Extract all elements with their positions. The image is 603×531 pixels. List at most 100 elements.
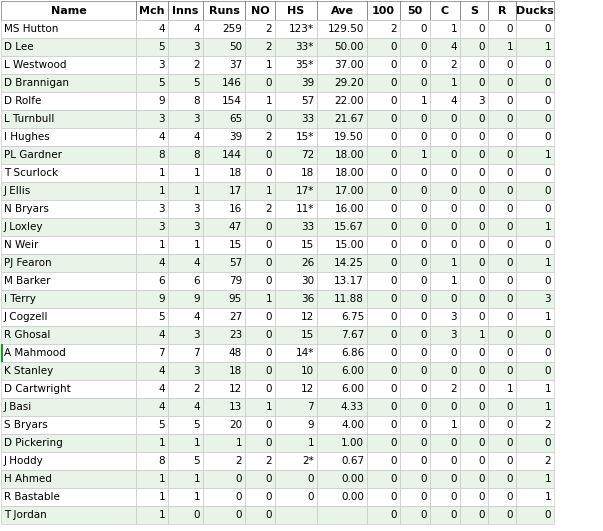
Bar: [1, 452, 136, 470]
Text: 0: 0: [391, 150, 397, 160]
Bar: [1, 488, 136, 506]
Bar: [275, 218, 317, 236]
Bar: [203, 254, 245, 272]
Bar: [488, 272, 516, 290]
Text: 1: 1: [420, 96, 427, 106]
Text: 4: 4: [159, 402, 165, 412]
Bar: [367, 92, 400, 110]
Bar: [136, 470, 168, 488]
Text: 3: 3: [478, 96, 485, 106]
Bar: [1, 110, 136, 128]
Bar: [245, 236, 275, 254]
Bar: [1, 290, 136, 308]
Bar: [275, 290, 317, 308]
Text: 0: 0: [420, 492, 427, 502]
Bar: [317, 272, 367, 290]
Bar: [488, 326, 516, 344]
Text: PL Gardner: PL Gardner: [4, 150, 62, 160]
Bar: [430, 20, 460, 38]
Text: 4: 4: [194, 312, 200, 322]
Text: 0: 0: [420, 438, 427, 448]
Text: 0: 0: [450, 186, 457, 196]
Bar: [245, 398, 275, 416]
Bar: [275, 344, 317, 362]
Text: 0: 0: [507, 276, 513, 286]
Text: 0: 0: [420, 312, 427, 322]
Text: S Bryars: S Bryars: [4, 420, 48, 430]
Text: 154: 154: [222, 96, 242, 106]
Bar: [460, 200, 488, 218]
Text: 1: 1: [545, 222, 551, 232]
Bar: [245, 506, 275, 524]
Text: 18: 18: [229, 168, 242, 178]
Text: 3: 3: [194, 114, 200, 124]
Bar: [136, 308, 168, 326]
Bar: [245, 470, 275, 488]
Bar: [245, 74, 275, 92]
Text: 3: 3: [194, 222, 200, 232]
Bar: [488, 434, 516, 452]
Bar: [367, 326, 400, 344]
Text: 0: 0: [479, 366, 485, 376]
Text: 0: 0: [450, 456, 457, 466]
Text: 4: 4: [194, 402, 200, 412]
Text: 0: 0: [507, 258, 513, 268]
Bar: [317, 128, 367, 146]
Text: 0: 0: [479, 240, 485, 250]
Bar: [488, 362, 516, 380]
Text: 0: 0: [507, 420, 513, 430]
Text: 0: 0: [507, 150, 513, 160]
Bar: [516, 290, 554, 308]
Bar: [136, 20, 168, 38]
Bar: [460, 308, 488, 326]
Text: 0: 0: [308, 492, 314, 502]
Bar: [488, 236, 516, 254]
Bar: [400, 56, 430, 74]
Text: 5: 5: [159, 78, 165, 88]
Text: 0: 0: [507, 510, 513, 520]
Bar: [1, 434, 136, 452]
Text: 27: 27: [229, 312, 242, 322]
Text: 0: 0: [545, 348, 551, 358]
Text: H Ahmed: H Ahmed: [4, 474, 52, 484]
Text: 1: 1: [450, 276, 457, 286]
Bar: [168, 92, 203, 110]
Bar: [136, 488, 168, 506]
Text: 0: 0: [545, 60, 551, 70]
Text: 65: 65: [229, 114, 242, 124]
Bar: [1, 308, 136, 326]
Bar: [516, 38, 554, 56]
Text: 1: 1: [194, 438, 200, 448]
Bar: [460, 362, 488, 380]
Bar: [1, 164, 136, 182]
Text: 12: 12: [301, 312, 314, 322]
Bar: [516, 434, 554, 452]
Bar: [317, 308, 367, 326]
Text: 2: 2: [390, 24, 397, 34]
Text: 0: 0: [545, 438, 551, 448]
Bar: [317, 182, 367, 200]
Bar: [275, 38, 317, 56]
Text: 0: 0: [391, 204, 397, 214]
Bar: [516, 308, 554, 326]
Text: I Terry: I Terry: [4, 294, 36, 304]
Bar: [317, 200, 367, 218]
Text: 2: 2: [265, 42, 272, 52]
Bar: [245, 488, 275, 506]
Text: 18.00: 18.00: [335, 150, 364, 160]
Text: 14.25: 14.25: [334, 258, 364, 268]
Bar: [1, 344, 3, 362]
Text: 0: 0: [450, 114, 457, 124]
Text: 0: 0: [545, 186, 551, 196]
Text: 1: 1: [545, 42, 551, 52]
Text: 0: 0: [391, 240, 397, 250]
Text: 0: 0: [391, 366, 397, 376]
Text: 0: 0: [391, 78, 397, 88]
Bar: [136, 434, 168, 452]
Bar: [367, 362, 400, 380]
Bar: [488, 110, 516, 128]
Text: 2: 2: [194, 384, 200, 394]
Text: PJ Fearon: PJ Fearon: [4, 258, 52, 268]
Text: Mch: Mch: [139, 5, 165, 15]
Bar: [203, 362, 245, 380]
